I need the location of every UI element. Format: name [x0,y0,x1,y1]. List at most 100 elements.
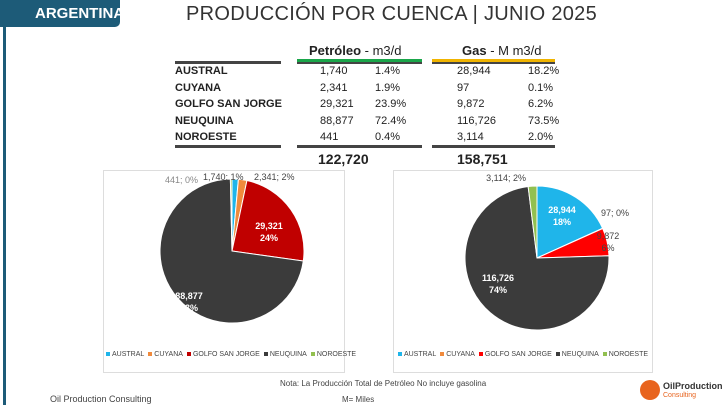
gas-value: 28,944 [457,65,491,77]
oil-percent: 0.4% [375,131,401,143]
oil-value: 88,877 [320,115,354,127]
data-label: 88,877 [175,291,203,301]
gas-value: 116,726 [457,115,496,127]
legend-label: GOLFO SAN JORGE [192,351,260,358]
legend-label: NEUQUINA [269,351,307,358]
gas-value: 3,114 [457,131,484,143]
basin-name: CUYANA [175,82,222,94]
legend-swatch [263,352,268,356]
legend-swatch [106,352,110,356]
oil-pie-chart: 1,740; 1% 2,341; 2% 29,321 24% 88,877 73% 441;… [103,170,356,373]
pie-slice-noroeste [229,178,233,252]
gas-legend: AUSTRAL CUYANA GOLFO SAN JORGE NEUQUINA NORO… [394,351,652,358]
data-label: 97; 0% [601,208,629,218]
gas-value: 97 [457,82,470,94]
legend-label: CUYANA [446,351,475,358]
basin-name: NOROESTE [175,131,237,143]
table-row: CUYANA 2,341 1.9% 97 0.1% [175,82,565,98]
gas-bar [432,59,555,62]
data-label: 2,341; 2% [254,172,295,182]
oil-value: 29,321 [320,98,354,110]
logo-icon [640,380,660,400]
data-label: 3,114; 2% [486,173,526,183]
legend-swatch [310,352,315,356]
pie-slice-neuquina [464,185,610,331]
company-name: Oil Production Consulting [50,394,152,404]
oil-value: 441 [320,131,339,143]
gas-total: 158,751 [457,151,508,167]
gas-value: 9,872 [457,98,485,110]
oil-percent: 23.9% [375,98,407,110]
basin-name: GOLFO SAN JORGE [175,98,282,110]
data-label: 6% [601,243,614,253]
table-row: NOROESTE 441 0.4% 3,114 2.0% [175,131,565,147]
legend-item: GOLFO SAN JORGE [186,351,260,358]
legend-item: CUYANA [440,351,475,358]
gas-percent: 0.1% [528,82,554,94]
gas-percent: 6.2% [528,98,554,110]
data-label: 1,740; 1% [203,172,244,182]
data-label: 9,872 [597,231,620,241]
basin-name: NEUQUINA [175,115,234,127]
gas-percent: 73.5% [528,115,560,127]
gas-pie-chart: 28,944 18% 97; 0% 9,872 6% 116,726 74% 3,114; 2… [393,170,653,373]
oil-pie-svg: 1,740; 1% 2,341; 2% 29,321 24% 88,877 73% 441;… [159,172,305,324]
data-label: 441; 0% [165,175,198,185]
legend-item: NEUQUINA [555,351,599,358]
page-title: PRODUCCIÓN POR CUENCA | JUNIO 2025 [186,3,598,25]
legend-swatch [440,352,445,356]
data-label: 74% [489,285,507,295]
data-label: 29,321 [255,221,283,231]
table-row: NEUQUINA 88,877 72.4% 116,726 73.5% [175,115,565,131]
divider [432,62,555,64]
oil-value: 2,341 [320,82,348,94]
gas-header-unit: - M m3/d [486,43,542,58]
oil-bar [297,59,422,62]
legend-item: AUSTRAL [397,351,437,358]
oil-percent: 72.4% [375,115,407,127]
oil-percent: 1.9% [375,82,401,94]
legend-swatch [555,352,560,356]
pie-slice-austral [536,185,604,259]
legend-label: AUSTRAL [403,351,437,358]
oil-header: Petróleo - m3/d [309,43,401,58]
divider [175,145,281,148]
legend-swatch [186,352,191,356]
legend-item: NOROESTE [310,351,357,358]
units-note: M= Miles [342,395,375,404]
basin-name: AUSTRAL [175,65,228,77]
legend-swatch [602,352,607,356]
oil-header-name: Petróleo [309,43,362,58]
divider [297,62,422,64]
legend-label: NOROESTE [316,351,357,358]
legend-item: AUSTRAL [106,351,144,358]
gas-header: Gas - M m3/d [462,43,541,58]
gas-pie-svg: 28,944 18% 97; 0% 9,872 6% 116,726 74% 3,114; 2… [464,173,629,331]
legend-label: AUSTRAL [112,351,145,358]
logo-subtext: Consulting [663,392,697,399]
pie-slice-noroeste [527,185,538,259]
data-label: 24% [260,233,278,243]
oil-total: 122,720 [318,151,369,167]
divider [175,61,281,64]
legend-label: NEUQUINA [561,351,599,358]
legend-item: NEUQUINA [263,351,307,358]
legend-item: CUYANA [148,351,183,358]
oil-legend: AUSTRAL CUYANA GOLFO SAN JORGE NEUQUINA NORO… [104,351,356,358]
footnote: Nota: La Producción Total de Petróleo No… [280,379,487,388]
legend-label: CUYANA [154,351,183,358]
table-row: GOLFO SAN JORGE 29,321 23.9% 9,872 6.2% [175,98,565,114]
data-label: 116,726 [482,273,514,283]
table-row: AUSTRAL 1,740 1.4% 28,944 18.2% [175,65,565,81]
oil-header-unit: - m3/d [361,43,402,58]
legend-swatch [148,352,153,356]
data-label: 28,944 [548,205,576,215]
logo-text: OilProduction [663,381,723,391]
divider [432,145,555,148]
legend-label: GOLFO SAN JORGE [484,351,552,358]
data-label: 73% [180,303,198,313]
oil-value: 1,740 [320,65,348,77]
legend-swatch [478,352,483,356]
legend-item: GOLFO SAN JORGE [478,351,552,358]
pie-slice-golfo-san-jorge [231,179,305,262]
